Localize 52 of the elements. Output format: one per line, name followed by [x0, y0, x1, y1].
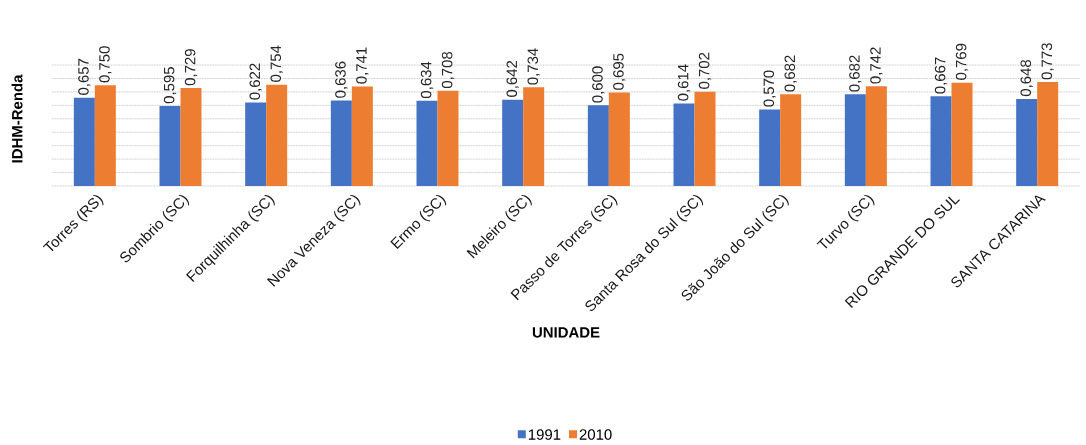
bar	[523, 87, 545, 186]
data-label: 0,741	[356, 47, 369, 84]
bar	[694, 91, 716, 186]
bar	[587, 105, 609, 186]
bar	[73, 97, 95, 186]
data-label: 0,682	[784, 55, 797, 92]
bar	[266, 84, 288, 186]
data-label: 0,614	[677, 64, 691, 101]
bar	[844, 94, 866, 186]
bar	[608, 92, 630, 186]
data-label: 0,600	[592, 66, 605, 103]
data-label: 0,634	[420, 61, 434, 99]
bar	[437, 90, 459, 186]
bar	[780, 94, 802, 186]
x-axis-title: UNIDADE	[532, 327, 600, 338]
data-label: 0,570	[763, 70, 776, 107]
data-label: 0,595	[163, 67, 177, 104]
data-label: 0,773	[1041, 43, 1054, 80]
data-label: 0,734	[527, 48, 540, 85]
bar	[159, 106, 181, 186]
data-label: 0,657	[78, 58, 91, 95]
bar	[930, 96, 952, 186]
bar	[673, 103, 695, 186]
bar	[416, 100, 438, 186]
data-label: 0,622	[249, 63, 262, 100]
data-label: 0,729	[184, 49, 198, 86]
y-axis-title: IDHM-Renda	[11, 74, 23, 163]
bar	[502, 99, 524, 186]
data-label: 0,667	[934, 57, 948, 94]
data-label: 0,769	[955, 43, 969, 80]
bar	[951, 82, 973, 186]
data-label: 0,750	[99, 46, 112, 83]
data-label: 0,648	[1020, 59, 1033, 97]
bar	[865, 86, 887, 186]
data-label: 0,642	[506, 60, 519, 97]
data-label: 0,708	[441, 51, 455, 89]
bar	[245, 102, 267, 186]
bar	[1016, 98, 1038, 186]
bar	[330, 100, 352, 186]
bar	[351, 86, 373, 186]
data-label: 0,742	[870, 47, 883, 84]
data-label: 0,754	[270, 45, 283, 82]
legend-label: 2010	[579, 429, 612, 440]
data-label: 0,695	[613, 53, 626, 90]
legend-label: 1991	[528, 429, 561, 440]
data-label: 0,636	[335, 61, 348, 98]
bar	[94, 85, 116, 186]
data-label: 0,682	[849, 55, 862, 92]
bar	[1037, 82, 1059, 186]
bar	[759, 109, 781, 186]
data-label: 0,702	[698, 52, 712, 89]
bar	[180, 88, 202, 186]
